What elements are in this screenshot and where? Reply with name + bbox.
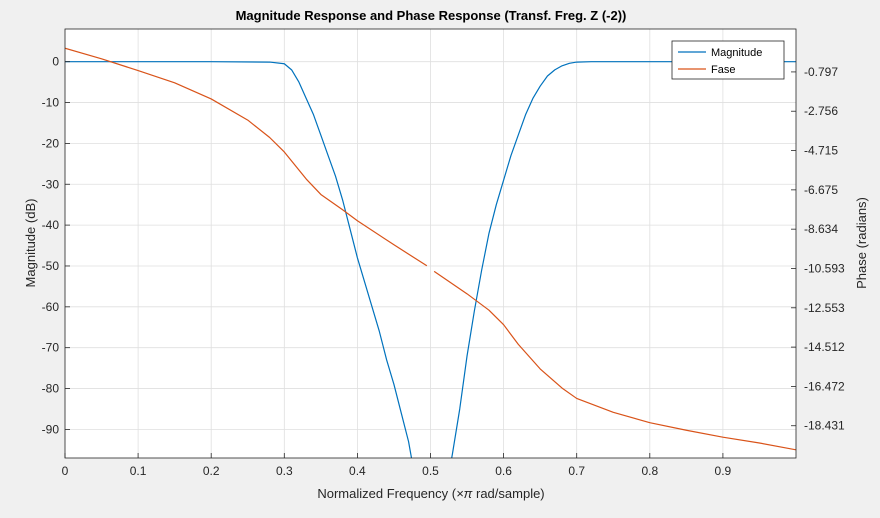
y-axis-label-left: Magnitude (dB) [23,199,38,288]
legend-box [671,40,785,80]
x-tick-label: 0.2 [203,464,220,478]
x-tick-label: 0 [62,464,69,478]
series-layer [65,47,796,458]
tick-layer: 0 0.1 0.2 0.3 0.4 0.5 0.6 0.7 0.8 0.9 0 -10 -20 -30 -4… [42,55,845,478]
grid-layer [64,29,796,458]
y-left-tick-label: -30 [42,177,60,191]
x-axis-label-suffix: rad/sample) [472,486,544,501]
y-right-tick-label: -16.472 [804,379,845,393]
y-left-tick-label: -70 [42,341,60,355]
x-tick-label: 0.6 [495,464,512,478]
series-line-fase [65,47,428,267]
y-left-tick-label: -50 [42,259,60,273]
chart-title: Magnitude Response and Phase Response (T… [236,8,627,23]
y-right-tick-label: -6.675 [804,183,838,197]
x-tick-label: 0.7 [568,464,585,478]
y-axis-label-right: Phase (radians) [854,197,869,289]
x-axis-label-prefix: Normalized Frequency ( [317,486,456,501]
y-left-tick-label: -40 [42,218,60,232]
x-axis-label-symbol: ×π [456,486,473,501]
legend-label-magnitude: Magnitude [711,47,762,59]
series-line-magnitude [451,61,796,458]
legend-label-fase: Fase [711,64,735,76]
x-tick-label: 0.4 [349,464,366,478]
x-tick-label: 0.1 [130,464,147,478]
x-tick-label: 0.8 [641,464,658,478]
y-left-tick-label: 0 [52,55,59,69]
y-left-tick-label: -80 [42,382,60,396]
y-right-tick-label: -0.797 [804,65,838,79]
y-left-tick-label: -10 [42,96,60,110]
y-left-tick-label: -20 [42,136,60,150]
y-right-tick-label: -8.634 [804,222,838,236]
legend: Magnitude Fase [671,40,785,80]
x-tick-label: 0.3 [276,464,293,478]
series-line-fase [433,270,796,451]
x-axis-label: Normalized Frequency (×π rad/sample) [317,486,544,501]
y-right-tick-label: -12.553 [804,301,845,315]
x-tick-label: 0.5 [422,464,439,478]
y-right-tick-label: -14.512 [804,340,845,354]
y-right-tick-label: -4.715 [804,144,838,158]
y-left-tick-label: -90 [42,422,60,436]
y-right-tick-label: -10.593 [804,261,845,275]
y-left-tick-label: -60 [42,300,60,314]
x-tick-label: 0.9 [715,464,732,478]
series-line-magnitude [65,61,413,458]
y-right-tick-label: -18.431 [804,419,845,433]
y-right-tick-label: -2.756 [804,104,838,118]
